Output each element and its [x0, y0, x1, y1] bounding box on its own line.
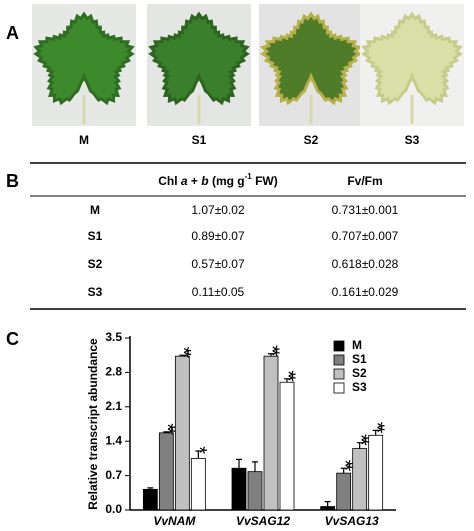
error-bar: [236, 458, 242, 469]
row-label: S1: [88, 229, 103, 243]
bar: [368, 434, 384, 511]
table-cell: 0.89±0.07: [191, 229, 245, 243]
y-axis-label: Relative transcript abundance: [86, 338, 100, 510]
y-tick-label: 0.7: [105, 468, 122, 482]
table-cell: 0.707±0.007: [332, 229, 399, 243]
error-bar: [252, 461, 258, 472]
error-bar: [324, 501, 331, 507]
error-bar: [372, 429, 379, 436]
table-cell: 0.618±0.028: [332, 257, 399, 271]
bar: [190, 457, 206, 511]
error-bar: [340, 467, 347, 474]
bar: [142, 488, 158, 511]
leaf: [260, 11, 362, 106]
table-cell: 0.11±0.05: [192, 285, 245, 299]
panel-label: C: [6, 329, 19, 349]
y-tick-label: 2.1: [105, 399, 122, 413]
y-tick-label: 1.4: [105, 433, 122, 447]
significance: **: [349, 434, 371, 446]
bar: [336, 472, 352, 511]
x-tick-label: VvNAM: [153, 514, 196, 528]
significance: *: [188, 446, 210, 454]
error-bar: [179, 354, 186, 357]
y-tick-label: 3.5: [105, 330, 122, 344]
legend-swatch: [333, 354, 345, 366]
bar: [352, 448, 368, 511]
row-label: S2: [88, 257, 103, 271]
leaf-label: S1: [192, 133, 207, 147]
legend-swatch: [333, 382, 345, 394]
legend-label: S2: [352, 366, 367, 380]
error-bar: [147, 487, 154, 490]
y-tick-label: 2.8: [105, 365, 122, 379]
row-label: S3: [88, 285, 103, 299]
leaf-label: S3: [405, 133, 420, 147]
table-cell: 0.731±0.001: [332, 203, 399, 217]
x-tick-label: VvSAG13: [325, 514, 379, 528]
x-tick-label: VvSAG12: [236, 514, 290, 528]
leaf: [33, 11, 135, 106]
panel-label: B: [6, 171, 19, 191]
bar: [247, 471, 263, 511]
bar: [320, 506, 336, 511]
legend-label: S1: [352, 352, 367, 366]
table-header: Chl a + b (mg g-1 FW): [158, 172, 278, 188]
legend-label: S3: [352, 380, 367, 394]
error-bar: [268, 353, 274, 357]
leaf-label: M: [79, 133, 89, 147]
error-bar: [356, 442, 363, 449]
significance: **: [365, 422, 387, 434]
leaf: [148, 11, 250, 106]
bar: [263, 355, 279, 511]
significance: **: [333, 460, 355, 472]
row-label: M: [90, 203, 100, 217]
significance: **: [172, 347, 194, 359]
significance: **: [156, 423, 178, 435]
error-bar: [163, 431, 170, 433]
leaf: [361, 11, 463, 106]
bar: [279, 381, 295, 511]
table-cell: 0.161±0.029: [332, 285, 399, 299]
leaf-label: S2: [304, 133, 319, 147]
significance: **: [261, 345, 283, 357]
y-tick-label: 0.0: [105, 502, 122, 516]
legend-swatch: [333, 368, 345, 380]
table-cell: 0.57±0.07: [191, 257, 245, 271]
significance: **: [277, 370, 299, 382]
bar: [158, 432, 174, 511]
table-cell: 1.07±0.02: [191, 203, 245, 217]
bar: [174, 355, 190, 511]
bar: [231, 467, 247, 511]
table-header: Fv/Fm: [347, 174, 382, 188]
panel-label: A: [6, 23, 19, 43]
legend-label: M: [352, 338, 362, 352]
error-bar: [195, 450, 202, 459]
legend-swatch: [333, 340, 345, 352]
error-bar: [284, 378, 290, 383]
